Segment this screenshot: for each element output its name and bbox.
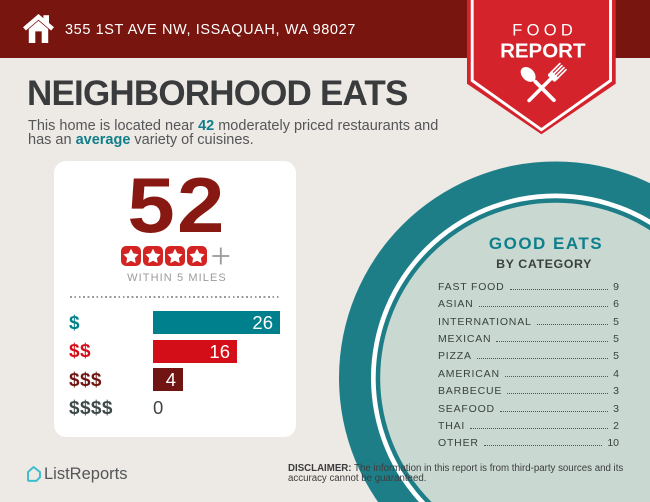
- svg-text:FOOD: FOOD: [512, 22, 577, 40]
- svg-text:REPORT: REPORT: [500, 40, 586, 63]
